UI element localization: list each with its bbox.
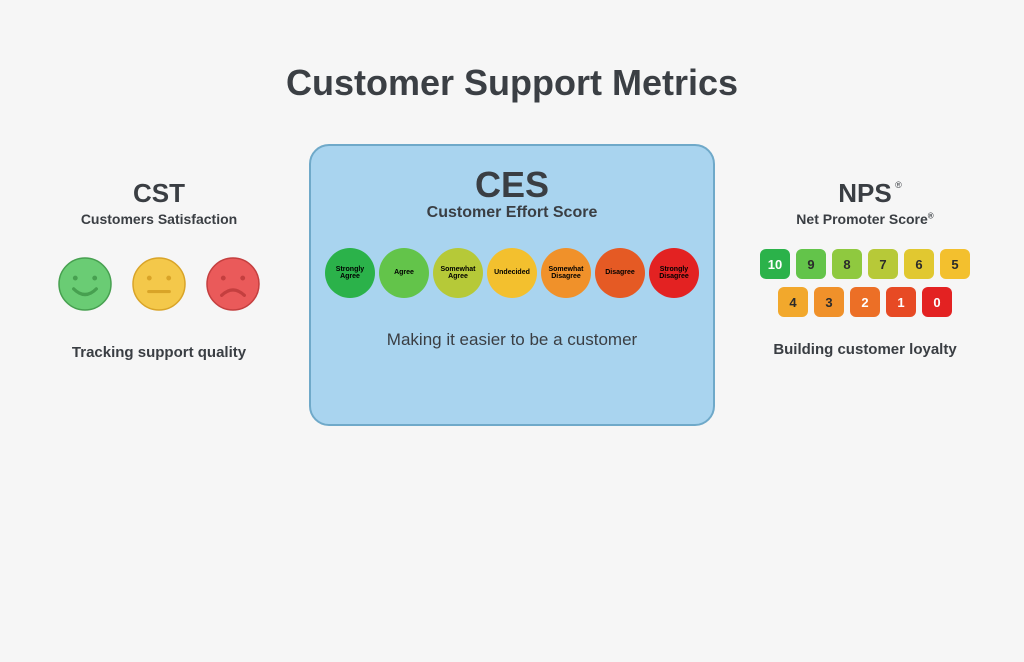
ces-scale-circle: Somewhat Disagree: [541, 248, 591, 298]
metrics-row: CST Customers Satisfaction Tracking supp…: [0, 144, 1024, 426]
page-title: Customer Support Metrics: [0, 62, 1024, 104]
nps-score-value: 5: [951, 257, 958, 272]
ces-scale-label: Somewhat Disagree: [543, 266, 589, 281]
ces-circles: Strongly Agree Agree Somewhat Agree Undecid…: [325, 248, 699, 298]
nps-score-value: 10: [768, 257, 782, 272]
cst-panel: CST Customers Satisfaction Tracking supp…: [29, 144, 289, 361]
ces-scale-circle: Agree: [379, 248, 429, 298]
ces-subtitle: Customer Effort Score: [325, 204, 699, 222]
nps-title: NPS ®: [838, 178, 891, 209]
nps-subtitle-registered-mark: ®: [928, 211, 934, 220]
nps-score-box: 1: [886, 287, 916, 317]
nps-subtitle: Net Promoter Score®: [735, 211, 995, 227]
ces-scale-label: Somewhat Agree: [435, 266, 481, 281]
cst-faces: [29, 257, 289, 316]
nps-score-value: 0: [933, 295, 940, 310]
nps-score-value: 2: [861, 295, 868, 310]
ces-scale-label: Undecided: [494, 269, 530, 276]
nps-row-2: 4 3 2 1 0: [735, 287, 995, 317]
nps-score-box: 3: [814, 287, 844, 317]
ces-scale-circle: Disagree: [595, 248, 645, 298]
nps-panel: NPS ® Net Promoter Score® 1098765 43210 …: [735, 144, 995, 358]
nps-score-value: 3: [825, 295, 832, 310]
nps-score-box: 5: [940, 249, 970, 279]
nps-score-box: 6: [904, 249, 934, 279]
ces-scale-label: Agree: [394, 269, 414, 276]
face-neutral-icon: [132, 257, 186, 316]
face-happy-icon: [58, 257, 112, 316]
nps-abbr: NPS: [838, 178, 891, 208]
ces-caption: Making it easier to be a customer: [325, 330, 699, 350]
ces-abbr: CES: [325, 164, 699, 206]
nps-score-box: 7: [868, 249, 898, 279]
nps-row-1: 10 9 8 7 6 5: [735, 249, 995, 279]
ces-scale-circle: Somewhat Agree: [433, 248, 483, 298]
nps-caption: Building customer loyalty: [735, 341, 995, 358]
ces-scale-circle: Strongly Agree: [325, 248, 375, 298]
nps-score-value: 7: [879, 257, 886, 272]
ces-scale-label: Strongly Disagree: [651, 266, 697, 281]
nps-score-box: 4: [778, 287, 808, 317]
nps-score-value: 6: [915, 257, 922, 272]
ces-scale-circle: Strongly Disagree: [649, 248, 699, 298]
nps-score-box: 8: [832, 249, 862, 279]
cst-subtitle: Customers Satisfaction: [29, 211, 289, 227]
nps-registered-mark: ®: [895, 180, 902, 190]
nps-score-box: 10: [760, 249, 790, 279]
ces-card: CES Customer Effort Score Strongly Agree…: [309, 144, 715, 426]
nps-score-value: 4: [789, 295, 796, 310]
nps-score-box: 9: [796, 249, 826, 279]
ces-scale-label: Disagree: [605, 269, 635, 276]
nps-score-value: 1: [897, 295, 904, 310]
ces-scale-label: Strongly Agree: [327, 266, 373, 281]
nps-grid: 1098765 43210: [735, 249, 995, 317]
ces-scale-circle: Undecided: [487, 248, 537, 298]
nps-subtitle-text: Net Promoter Score: [796, 211, 927, 227]
nps-score-value: 9: [807, 257, 814, 272]
face-sad-icon: [206, 257, 260, 316]
cst-caption: Tracking support quality: [29, 344, 289, 361]
nps-score-box: 0: [922, 287, 952, 317]
nps-score-box: 2: [850, 287, 880, 317]
nps-score-value: 8: [843, 257, 850, 272]
cst-abbr: CST: [29, 178, 289, 209]
